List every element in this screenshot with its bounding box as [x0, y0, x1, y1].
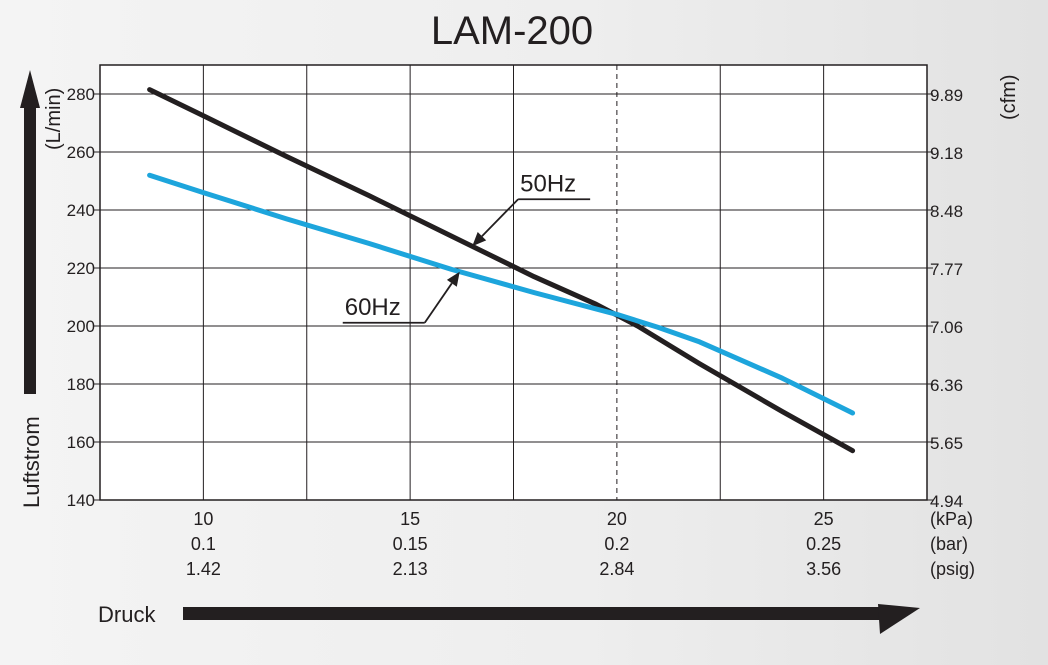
y-tick-label-right: 6.36	[930, 376, 963, 395]
y-tick-label-left: 160	[67, 433, 95, 452]
x-unit-label: (bar)	[930, 534, 968, 554]
y-tick-label-left: 240	[67, 201, 95, 220]
x-tick-label: 15	[400, 509, 420, 529]
x-tick-label: 0.25	[806, 534, 841, 554]
grid	[100, 65, 927, 500]
x-axis-label: Druck	[98, 602, 156, 627]
x-tick-label: 2.13	[393, 559, 428, 579]
y-tick-label-left: 260	[67, 143, 95, 162]
y-tick-label-right: 5.65	[930, 434, 963, 453]
annotations: 50Hz 60Hz	[342, 170, 591, 324]
x-tick-label: 25	[814, 509, 834, 529]
series-lines	[147, 87, 856, 454]
x-axis-arrow-shaft	[183, 607, 883, 620]
y-tick-label-right: 7.06	[930, 318, 963, 337]
x-tick-label: 2.84	[599, 559, 634, 579]
y-ticks-right: 4.94 5.65 6.36 7.06 7.77 8.48 9.18 9.89	[927, 86, 963, 511]
annotation-arrowhead	[472, 232, 487, 247]
x-ticks: 10 0.1 1.42 15 0.15 2.13 20 0.2 2.84 25 0.25 3.56 (k…	[186, 509, 975, 579]
x-tick-label: 10	[193, 509, 213, 529]
series-line-60Hz	[147, 172, 856, 416]
annotation-leader	[424, 282, 453, 324]
annotation-label-60Hz: 60Hz	[345, 294, 401, 321]
y-tick-label-right: 9.89	[930, 86, 963, 105]
annotation-leader	[481, 198, 519, 237]
x-tick-label: 20	[607, 509, 627, 529]
y-tick-label-right: 9.18	[930, 144, 963, 163]
x-tick-label: 0.2	[604, 534, 629, 554]
y-unit-left: (L/min)	[43, 88, 65, 150]
y-ticks-left: 140 160 180 200 220 240 260 280	[67, 85, 100, 510]
y-tick-label-left: 140	[67, 491, 95, 510]
y-tick-label-left: 180	[67, 375, 95, 394]
y-tick-label-right: 7.77	[930, 260, 963, 279]
annotation-label-50Hz: 50Hz	[520, 170, 576, 197]
y-tick-label-left: 280	[67, 85, 95, 104]
x-unit-label: (psig)	[930, 559, 975, 579]
y-tick-label-left: 220	[67, 259, 95, 278]
y-tick-label-right: 4.94	[930, 492, 963, 511]
y-unit-right: (cfm)	[998, 74, 1020, 120]
annotation-arrowhead	[446, 271, 460, 287]
series-line-50Hz	[147, 87, 856, 454]
x-unit-label: (kPa)	[930, 509, 973, 529]
y-tick-label-left: 200	[67, 317, 95, 336]
x-axis-arrow	[878, 604, 920, 634]
chart-title: LAM-200	[431, 9, 593, 53]
x-tick-label: 3.56	[806, 559, 841, 579]
y-axis-arrow-shaft	[24, 106, 36, 394]
x-tick-label: 0.15	[393, 534, 428, 554]
x-tick-label: 0.1	[191, 534, 216, 554]
y-axis-arrow	[20, 70, 40, 108]
y-axis-label: Luftstrom	[19, 416, 44, 508]
y-tick-label-right: 8.48	[930, 202, 963, 221]
x-tick-label: 1.42	[186, 559, 221, 579]
